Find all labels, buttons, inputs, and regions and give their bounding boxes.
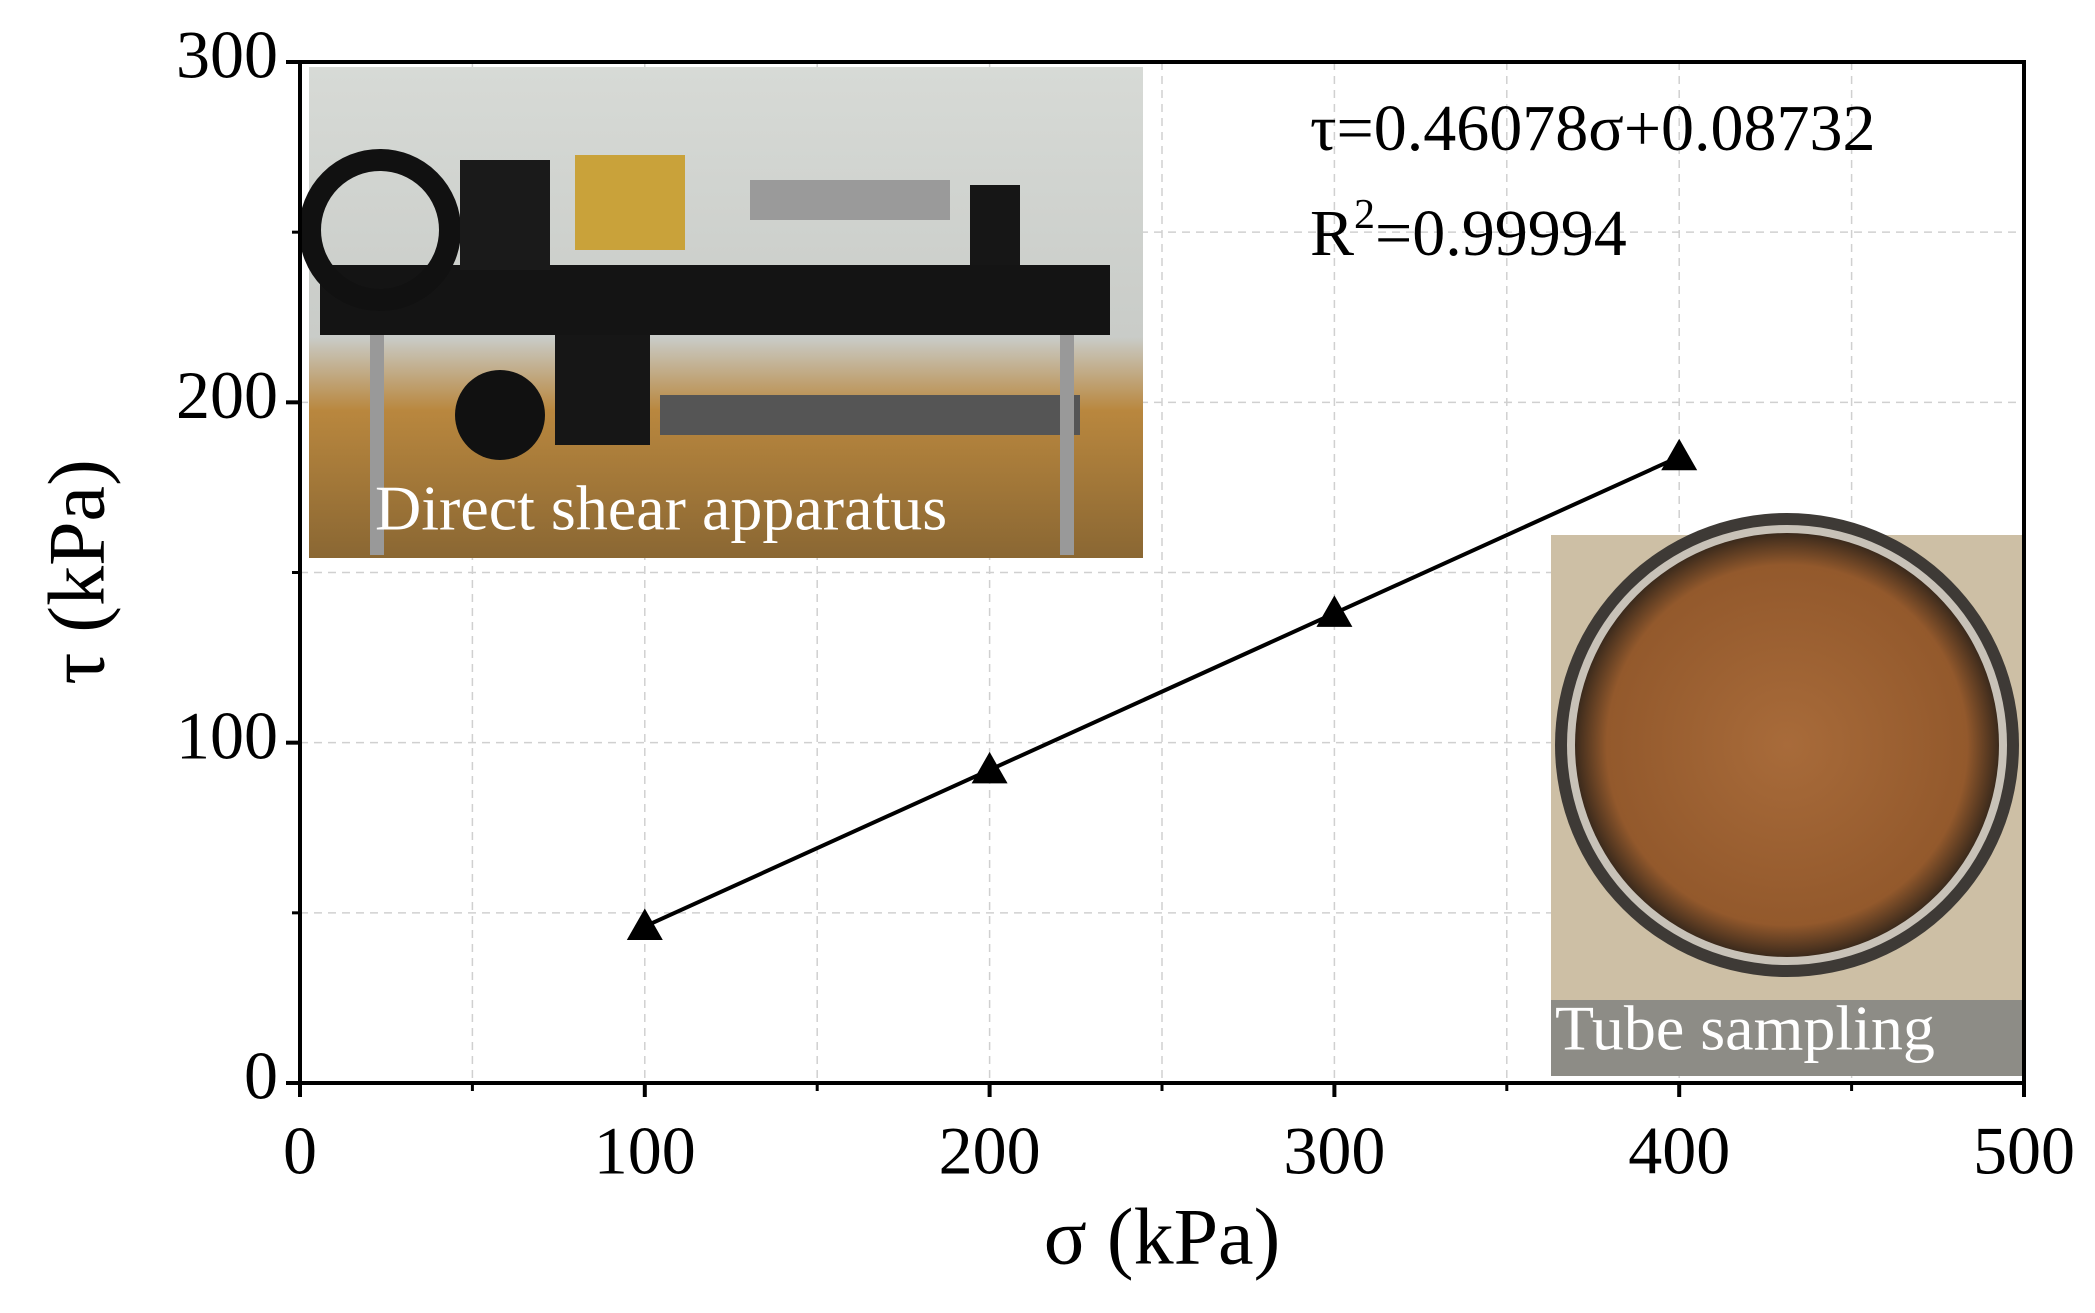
y-tick-label: 100 [176, 697, 278, 773]
photo-label: Direct shear apparatus [375, 473, 947, 544]
y-tick-label: 300 [176, 17, 278, 93]
x-tick-label: 400 [1628, 1113, 1730, 1189]
x-axis-title: σ (kPa) [1044, 1193, 1280, 1281]
r-power: 2 [1354, 192, 1375, 238]
r-squared: R2=0.99994 [1310, 192, 1627, 271]
y-axis-title: τ (kPa) [33, 459, 121, 684]
x-tick-label: 500 [1973, 1113, 2075, 1189]
photo-tube-sampling: Tube sampling [1551, 513, 2024, 1076]
marker [971, 751, 1008, 784]
x-tick-label: 100 [594, 1113, 696, 1189]
r-symbol: R [1310, 197, 1354, 270]
y-tick-label: 0 [244, 1038, 278, 1114]
photo-direct-shear: Direct shear apparatus [299, 67, 1143, 558]
marker [1316, 595, 1353, 627]
marker [1661, 438, 1698, 471]
r-value: =0.99994 [1375, 197, 1627, 270]
x-tick-label: 0 [283, 1113, 317, 1189]
equation: τ=0.46078σ+0.08732 [1310, 92, 1876, 165]
marker [626, 908, 663, 940]
series-line [643, 454, 1681, 929]
x-tick-label: 300 [1283, 1113, 1385, 1189]
x-tick-label: 200 [939, 1113, 1041, 1189]
y-tick-label: 200 [176, 357, 278, 433]
photo-label: Tube sampling [1555, 993, 1935, 1064]
